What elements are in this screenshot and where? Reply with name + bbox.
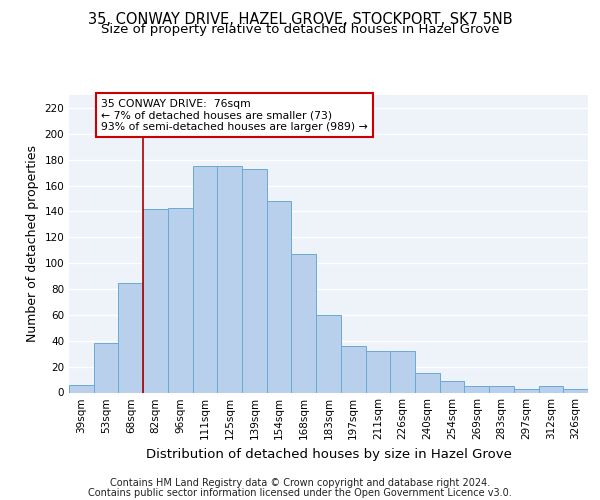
Text: 35 CONWAY DRIVE:  76sqm
← 7% of detached houses are smaller (73)
93% of semi-det: 35 CONWAY DRIVE: 76sqm ← 7% of detached … bbox=[101, 99, 368, 132]
Y-axis label: Number of detached properties: Number of detached properties bbox=[26, 145, 39, 342]
Bar bbox=[292, 254, 316, 392]
Text: Size of property relative to detached houses in Hazel Grove: Size of property relative to detached ho… bbox=[101, 24, 499, 36]
Bar bbox=[489, 386, 514, 392]
Bar bbox=[316, 315, 341, 392]
Bar bbox=[464, 386, 489, 392]
Bar bbox=[539, 386, 563, 392]
X-axis label: Distribution of detached houses by size in Hazel Grove: Distribution of detached houses by size … bbox=[146, 448, 511, 461]
Bar bbox=[118, 282, 143, 393]
Bar bbox=[217, 166, 242, 392]
Bar bbox=[563, 388, 588, 392]
Bar bbox=[242, 168, 267, 392]
Bar bbox=[193, 166, 217, 392]
Bar bbox=[390, 351, 415, 393]
Bar bbox=[143, 209, 168, 392]
Bar bbox=[440, 381, 464, 392]
Text: Contains public sector information licensed under the Open Government Licence v3: Contains public sector information licen… bbox=[88, 488, 512, 498]
Bar bbox=[267, 201, 292, 392]
Bar bbox=[168, 208, 193, 392]
Bar bbox=[69, 384, 94, 392]
Bar bbox=[365, 351, 390, 393]
Bar bbox=[514, 388, 539, 392]
Bar bbox=[415, 373, 440, 392]
Text: Contains HM Land Registry data © Crown copyright and database right 2024.: Contains HM Land Registry data © Crown c… bbox=[110, 478, 490, 488]
Bar bbox=[341, 346, 365, 393]
Bar bbox=[94, 344, 118, 392]
Text: 35, CONWAY DRIVE, HAZEL GROVE, STOCKPORT, SK7 5NB: 35, CONWAY DRIVE, HAZEL GROVE, STOCKPORT… bbox=[88, 12, 512, 28]
